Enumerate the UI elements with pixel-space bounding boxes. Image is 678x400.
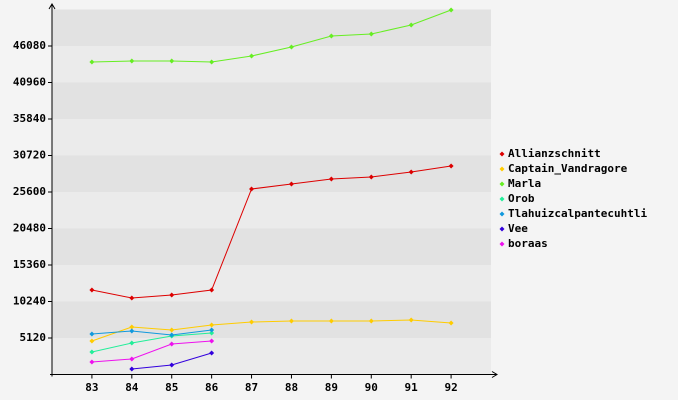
y-tick-label: 15360 bbox=[13, 258, 46, 271]
y-tick-label: 20480 bbox=[13, 222, 46, 235]
plot-band bbox=[52, 155, 491, 192]
legend-marker bbox=[499, 196, 505, 202]
legend-label: Orob bbox=[508, 192, 535, 205]
series-line bbox=[91, 9, 452, 63]
data-point bbox=[209, 327, 215, 333]
x-tick-label: 90 bbox=[365, 381, 378, 394]
data-point bbox=[89, 359, 95, 365]
data-point bbox=[129, 340, 135, 346]
series-line bbox=[91, 340, 212, 363]
data-point bbox=[368, 318, 374, 324]
plot-band bbox=[52, 119, 491, 156]
data-point bbox=[209, 59, 215, 65]
x-tick-label: 87 bbox=[245, 381, 258, 394]
data-point bbox=[89, 338, 95, 344]
data-point bbox=[129, 328, 135, 334]
y-tick-label: 46080 bbox=[13, 39, 46, 52]
x-tick-label: 86 bbox=[205, 381, 219, 394]
data-point bbox=[209, 322, 215, 328]
y-tick-label: 40960 bbox=[13, 76, 46, 89]
series-line bbox=[91, 319, 452, 342]
y-axis bbox=[48, 3, 56, 377]
legend-marker bbox=[499, 151, 505, 157]
plot-band bbox=[52, 82, 491, 119]
data-point bbox=[249, 319, 255, 325]
x-tick-label: 85 bbox=[165, 381, 178, 394]
plot-band bbox=[52, 192, 491, 229]
data-point bbox=[169, 327, 175, 333]
data-point bbox=[448, 7, 454, 13]
y-tick-label: 35840 bbox=[13, 112, 46, 125]
y-tick-label: 10240 bbox=[13, 295, 46, 308]
data-point bbox=[169, 292, 175, 298]
y-tick-label: 30720 bbox=[13, 149, 46, 162]
data-point bbox=[89, 59, 95, 65]
data-point bbox=[169, 341, 175, 347]
legend-label: Tlahuizcalpantecuhtli bbox=[508, 207, 647, 220]
legend-label: boraas bbox=[508, 237, 548, 250]
data-point bbox=[169, 58, 175, 64]
data-point bbox=[448, 163, 454, 169]
data-point bbox=[129, 366, 135, 372]
x-tick-label: 89 bbox=[325, 381, 338, 394]
legend-marker bbox=[499, 166, 505, 172]
x-tick-label: 83 bbox=[85, 381, 98, 394]
x-tick-label: 84 bbox=[125, 381, 139, 394]
series-line bbox=[91, 165, 452, 299]
data-point bbox=[249, 186, 255, 192]
data-point bbox=[408, 22, 414, 28]
legend-marker bbox=[499, 181, 505, 187]
data-point bbox=[288, 181, 294, 187]
data-point bbox=[368, 31, 374, 37]
y-tick-label: 5120 bbox=[20, 331, 47, 344]
data-point bbox=[328, 33, 334, 39]
x-axis bbox=[50, 371, 498, 378]
y-tick-label: 25600 bbox=[13, 185, 46, 198]
legend-marker bbox=[499, 211, 505, 217]
data-point bbox=[209, 330, 215, 336]
data-point bbox=[129, 58, 135, 64]
data-point bbox=[448, 320, 454, 326]
legend-label: Allianzschnitt bbox=[508, 147, 601, 160]
data-point bbox=[209, 350, 215, 356]
legend-marker bbox=[499, 241, 505, 247]
data-point bbox=[328, 176, 334, 182]
data-point bbox=[408, 169, 414, 175]
data-point bbox=[89, 287, 95, 293]
data-point bbox=[288, 318, 294, 324]
data-point bbox=[328, 318, 334, 324]
x-tick-label: 92 bbox=[444, 381, 457, 394]
data-point bbox=[209, 338, 215, 344]
series-line bbox=[91, 329, 212, 336]
plot-band bbox=[52, 228, 491, 265]
plot-band bbox=[52, 46, 491, 83]
legend-label: Marla bbox=[508, 177, 541, 190]
data-point bbox=[129, 324, 135, 330]
series-line bbox=[91, 332, 212, 353]
plot-band bbox=[52, 338, 491, 375]
legend-marker bbox=[499, 226, 505, 232]
data-point bbox=[368, 174, 374, 180]
legend-label: Vee bbox=[508, 222, 528, 235]
data-point bbox=[249, 53, 255, 59]
data-point bbox=[129, 295, 135, 301]
data-point bbox=[89, 349, 95, 355]
data-point bbox=[209, 287, 215, 293]
data-point bbox=[89, 331, 95, 337]
x-tick-label: 88 bbox=[285, 381, 298, 394]
legend-label: Captain_Vandragore bbox=[508, 162, 628, 175]
data-point bbox=[169, 332, 175, 338]
data-point bbox=[288, 44, 294, 50]
x-tick-label: 91 bbox=[405, 381, 419, 394]
plot-band bbox=[52, 265, 491, 302]
plot-band bbox=[52, 9, 491, 46]
data-point bbox=[129, 356, 135, 362]
data-point bbox=[169, 362, 175, 368]
data-point bbox=[408, 317, 414, 323]
